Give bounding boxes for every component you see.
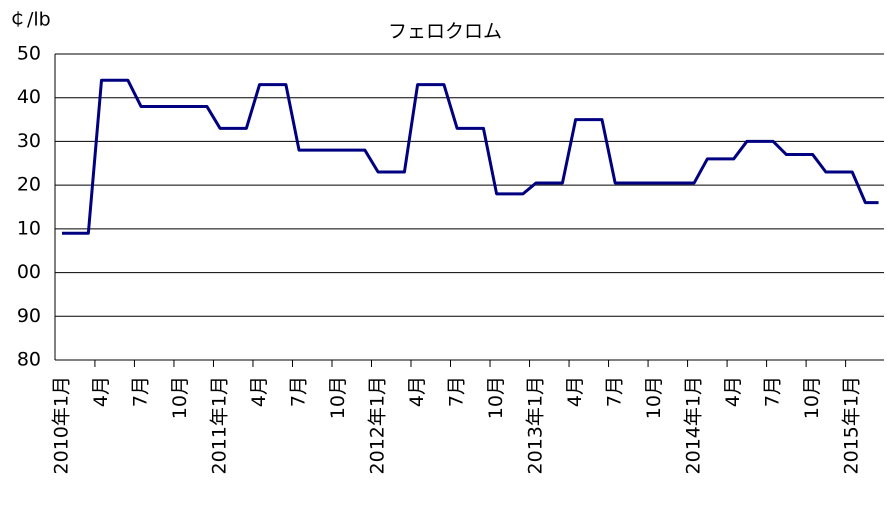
x-tick-label: 2010年1月 — [51, 376, 73, 474]
x-tick-label: 4月 — [722, 376, 744, 407]
x-tick-label: 4月 — [248, 376, 270, 407]
y-tick-label: 40 — [17, 86, 41, 108]
x-tick-label: 2013年1月 — [525, 376, 547, 474]
x-tick-label: 10月 — [485, 376, 507, 419]
x-tick-label: 7月 — [762, 376, 784, 407]
data-line — [62, 78, 879, 235]
y-tick-label: 90 — [17, 305, 41, 327]
x-tick-label: 7月 — [288, 376, 310, 407]
y-tick-label: 10 — [17, 217, 41, 239]
x-tick-label: 10月 — [327, 376, 349, 419]
x-tick-label: 2012年1月 — [367, 376, 389, 474]
x-tick-label: 4月 — [406, 376, 428, 407]
x-tick-label: 10月 — [643, 376, 665, 419]
x-tick-label: 7月 — [130, 376, 152, 407]
y-tick-label: 20 — [17, 174, 41, 196]
x-tick-label: 4月 — [564, 376, 586, 407]
y-tick-label: 50 — [17, 43, 41, 65]
x-tick-label: 10月 — [169, 376, 191, 419]
x-tick-label: 2011年1月 — [209, 376, 231, 474]
y-tick-label: 30 — [17, 130, 41, 152]
x-tick-label: 2015年1月 — [841, 376, 863, 474]
y-axis-unit: ￠/lb — [8, 9, 51, 31]
x-tick-label: 4月 — [90, 376, 112, 407]
y-tick-label: 00 — [17, 261, 41, 283]
x-tick-label: 2014年1月 — [683, 376, 705, 474]
chart-title: フェロクロム — [388, 21, 502, 43]
x-tick-label: 10月 — [801, 376, 823, 419]
x-tick-label: 7月 — [446, 376, 468, 407]
x-tick-label: 7月 — [604, 376, 626, 407]
y-tick-label: 80 — [17, 349, 41, 371]
